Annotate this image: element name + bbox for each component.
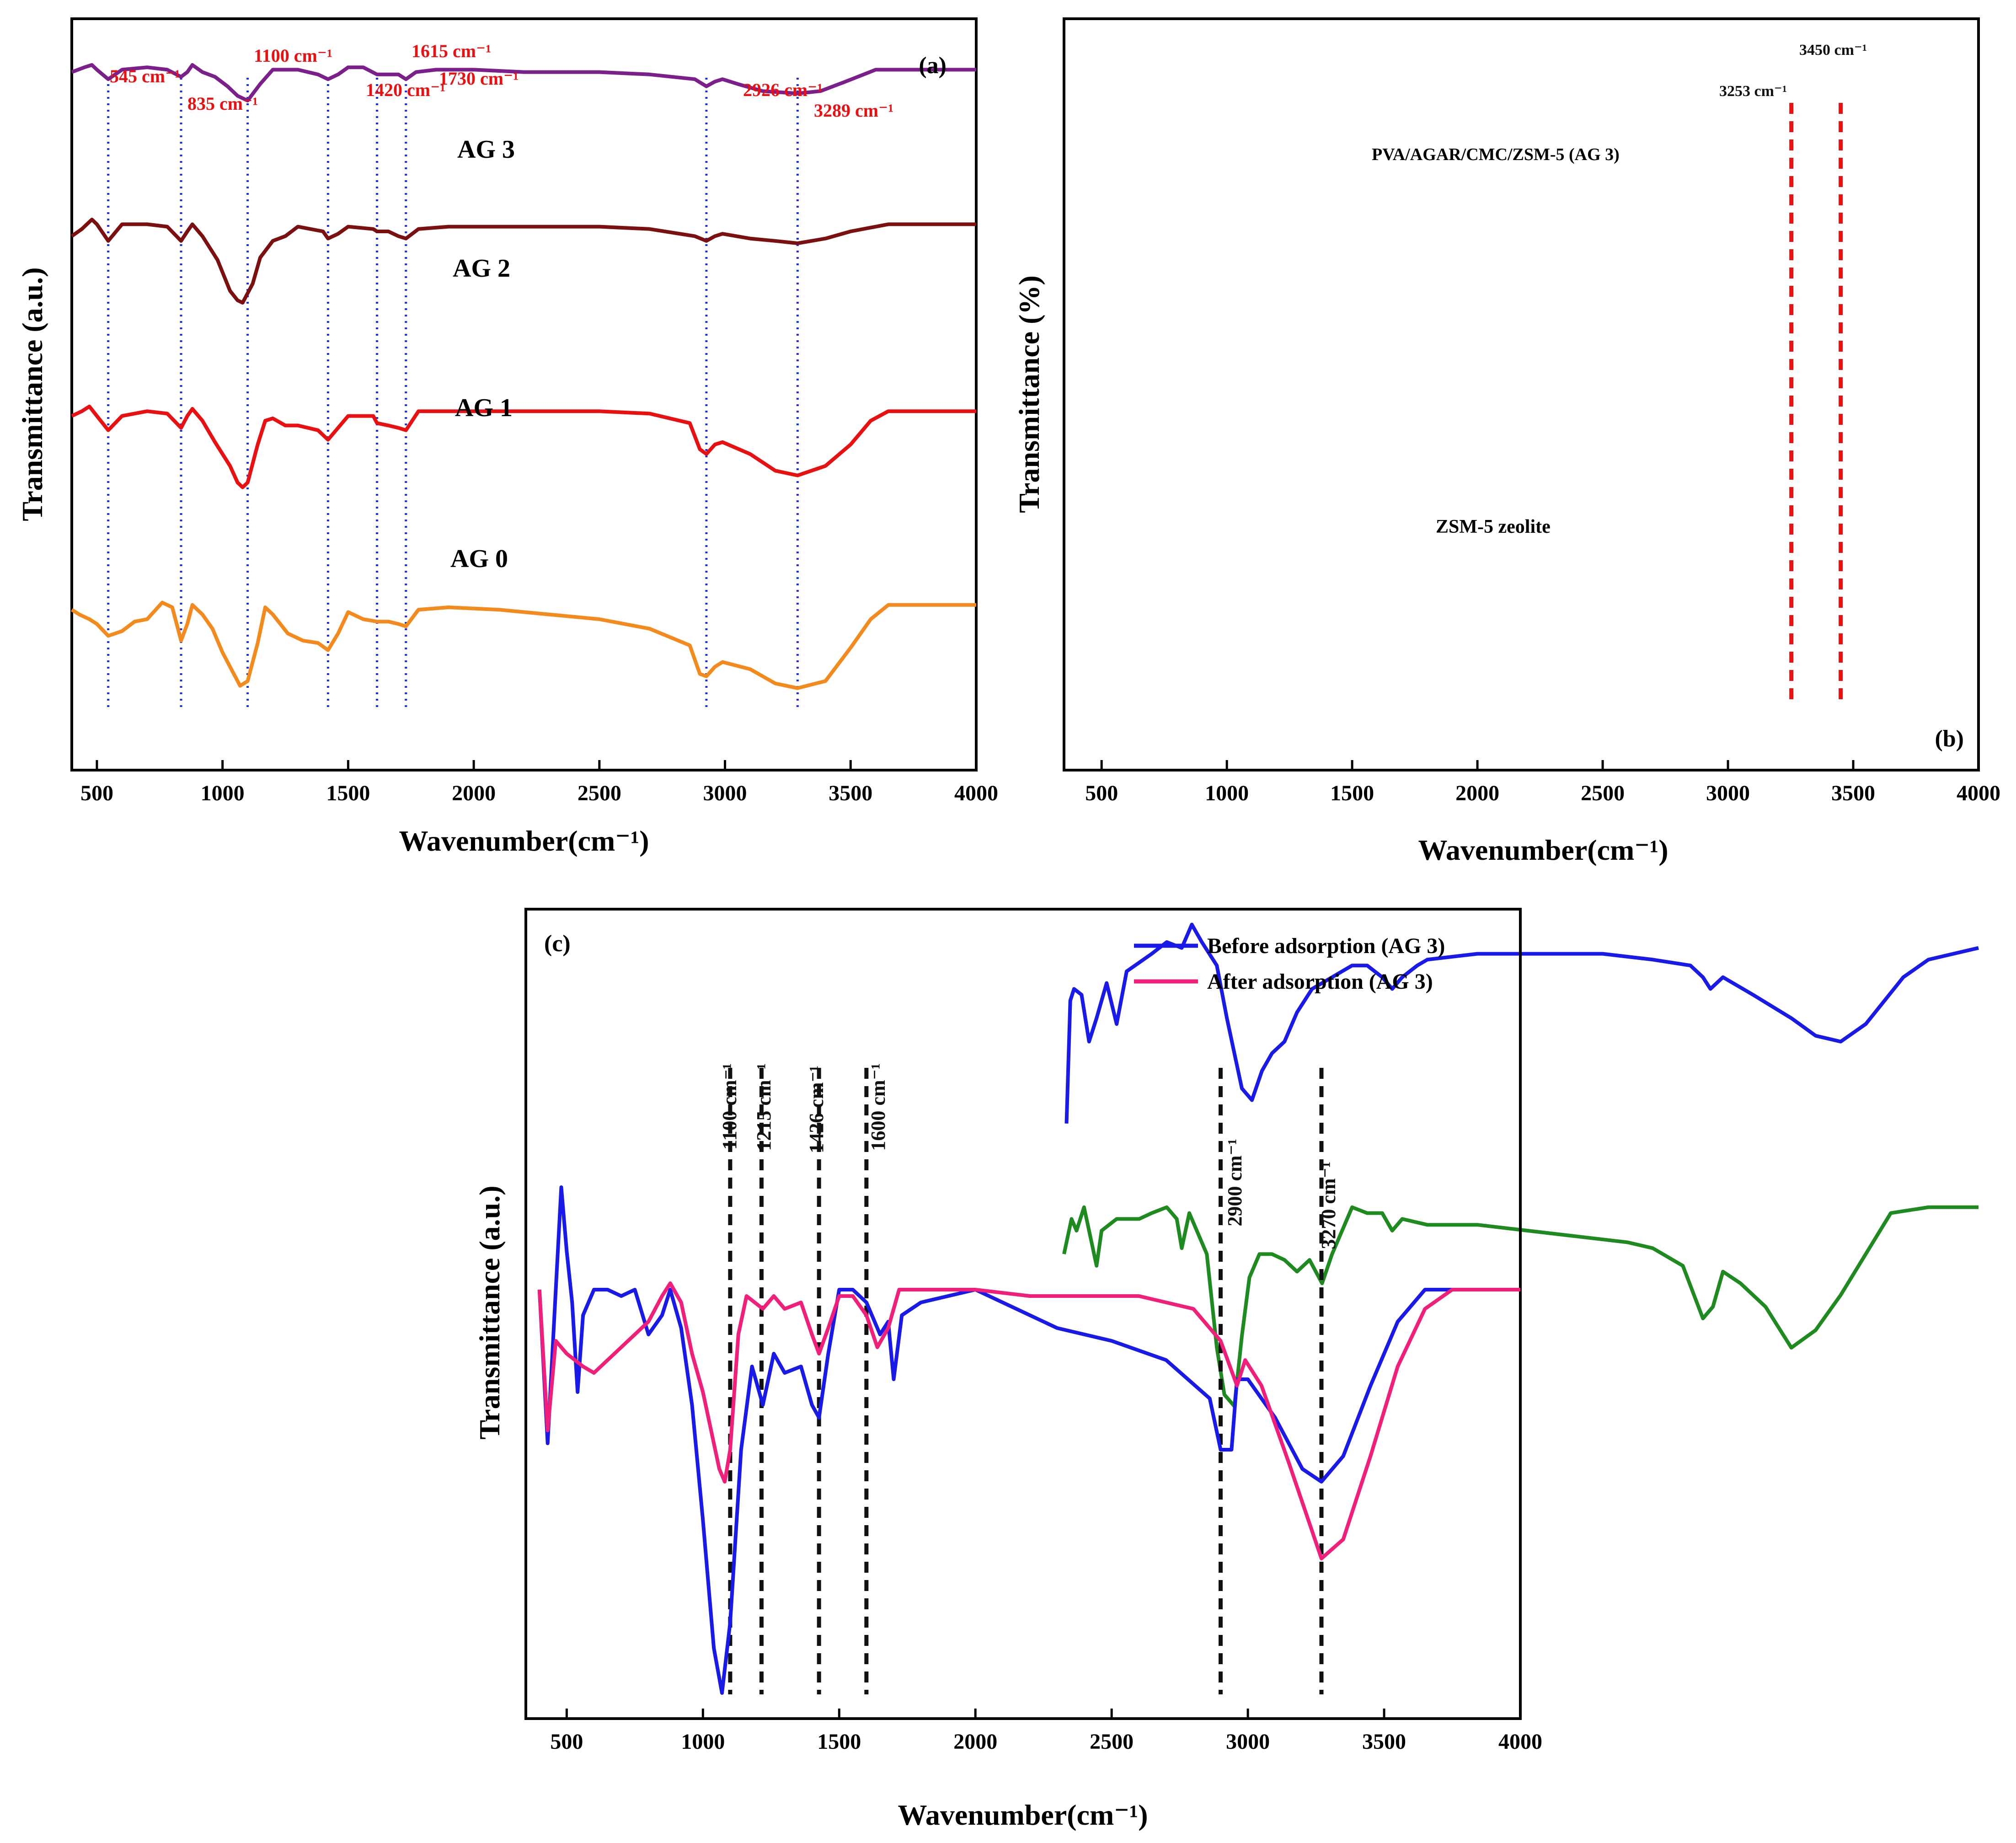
panel-a: 545 cm⁻¹ 835 cm⁻¹ 1100 cm⁻¹ 1420 cm⁻¹ 1615 c…	[16, 17, 998, 857]
panel-a-series-ag-2	[70, 218, 976, 305]
panel-c-ref-label-2900: 2900 cm⁻¹	[1224, 1139, 1246, 1227]
panel-c-x-tick-label-4000: 4000	[1498, 1730, 1542, 1754]
panel-b-x-tick-label-2000: 2000	[1455, 781, 1499, 805]
panel-a-reference-lines	[107, 78, 799, 709]
panel-a-x-ticks: 500 1000 1500 2000 2500 3000 3500 4000	[80, 760, 998, 805]
panel-a-series-label-ag2: AG 2	[453, 254, 510, 283]
legend-label-before: Before adsorption (AG 3)	[1207, 934, 1445, 958]
panel-c-ref-label-1215: 1215 cm⁻¹	[753, 1063, 775, 1151]
panel-b-x-tick-label-2500: 2500	[1581, 781, 1625, 805]
panel-c: 1100 cm⁻¹ 1215 cm⁻¹ 1426 cm⁻¹ 1600 cm⁻¹ 2900…	[473, 908, 1542, 1831]
panel-b-label: (b)	[1935, 726, 1964, 752]
panel-b-ref-labels: 3253 cm⁻¹ 3450 cm⁻¹	[1719, 42, 1867, 100]
panel-a-ref-labels: 545 cm⁻¹ 835 cm⁻¹ 1100 cm⁻¹ 1420 cm⁻¹ 1615 c…	[110, 41, 893, 121]
panel-c-y-axis-title: Transmittance (a.u.)	[473, 1185, 506, 1439]
panel-b-series-zsm-5-zeolite	[1064, 922, 1979, 1124]
panel-b-x-axis-title: Wavenumber(cm⁻¹)	[1418, 834, 1668, 866]
panel-a-ref-label-835: 835 cm⁻¹	[187, 93, 258, 114]
panel-b-x-ticks: 500 1000 1500 2000 2500 3000 3500 4000	[1085, 760, 2000, 805]
panel-b-ref-label-3450: 3450 cm⁻¹	[1799, 42, 1867, 59]
legend-label-after: After adsorption (AG 3)	[1207, 970, 1433, 994]
panel-a-ref-label-1420: 1420 cm⁻¹	[366, 80, 445, 100]
panel-c-label: (c)	[544, 931, 571, 957]
panel-a-x-tick-label-1500: 1500	[326, 781, 370, 805]
panel-c-x-tick-label-3500: 3500	[1362, 1730, 1406, 1754]
panel-b-x-tick-label-3500: 3500	[1831, 781, 1875, 805]
panel-c-series-after-adsorption-ag-3	[537, 1281, 1520, 1560]
panel-b-x-tick-label-3000: 3000	[1706, 781, 1750, 805]
panel-c-series	[537, 1185, 1520, 1695]
panel-c-x-tick-label-2500: 2500	[1090, 1730, 1134, 1754]
panel-a-ref-label-2926: 2926 cm⁻¹	[743, 80, 823, 100]
panel-a-y-axis-title: Transmittance (a.u.)	[16, 267, 48, 521]
panel-a-frame	[70, 17, 978, 771]
panel-b-series	[1062, 922, 1979, 1408]
panel-a-ref-label-545: 545 cm⁻¹	[110, 66, 180, 86]
panel-a-x-tick-label-2000: 2000	[452, 781, 496, 805]
panel-b-frame	[1063, 17, 1980, 771]
panel-a-ref-label-3289: 3289 cm⁻¹	[814, 100, 893, 121]
panel-a-series-label-ag0: AG 0	[450, 545, 508, 573]
panel-a-ref-label-1100: 1100 cm⁻¹	[254, 45, 332, 66]
panel-c-x-ticks: 500 1000 1500 2000 2500 3000 3500 4000	[550, 1709, 1542, 1754]
panel-b-ref-label-3253: 3253 cm⁻¹	[1719, 83, 1787, 100]
panel-c-x-tick-label-2000: 2000	[953, 1730, 997, 1754]
panel-c-ref-label-1100: 1100 cm⁻¹	[718, 1063, 741, 1150]
panel-c-x-axis-title: Wavenumber(cm⁻¹)	[898, 1799, 1148, 1831]
panel-a-series-label-ag3: AG 3	[457, 135, 515, 164]
panel-c-legend: Before adsorption (AG 3) After adsorptio…	[1134, 934, 1445, 994]
panel-a-ref-label-1615: 1615 cm⁻¹	[412, 41, 491, 61]
panel-b-series-label-composite: PVA/AGAR/CMC/ZSM-5 (AG 3)	[1372, 145, 1620, 164]
panel-b-x-tick-label-1000: 1000	[1205, 781, 1249, 805]
panel-c-ref-label-3270: 3270 cm⁻¹	[1317, 1162, 1340, 1249]
panel-a-x-tick-label-1000: 1000	[201, 781, 245, 805]
panel-a-series-ag-1	[71, 404, 976, 489]
panel-b-x-tick-label-4000: 4000	[1957, 781, 2000, 805]
panel-c-x-tick-label-3000: 3000	[1226, 1730, 1270, 1754]
panel-a-x-tick-label-3500: 3500	[829, 781, 872, 805]
panel-c-frame	[524, 908, 1522, 1720]
panel-c-series-before-adsorption-ag-3	[537, 1185, 1520, 1695]
panel-c-x-tick-label-1000: 1000	[681, 1730, 725, 1754]
panel-c-x-tick-label-500: 500	[550, 1730, 583, 1754]
panel-c-ref-label-1426: 1426 cm⁻¹	[805, 1066, 828, 1153]
panel-a-x-axis-title: Wavenumber(cm⁻¹)	[399, 825, 649, 857]
panel-c-ref-labels: 1100 cm⁻¹ 1215 cm⁻¹ 1426 cm⁻¹ 1600 cm⁻¹ 2900…	[718, 1063, 1340, 1249]
panel-a-series-ag-3	[71, 63, 976, 102]
panel-a-series	[70, 63, 976, 690]
panel-b-series-label-zeolite: ZSM-5 zeolite	[1436, 516, 1551, 537]
panel-c-ref-label-1600: 1600 cm⁻¹	[867, 1063, 889, 1151]
panel-b-series-pva-agar-cmc-zsm-5-ag-3	[1062, 1205, 1979, 1408]
panel-a-x-tick-label-3000: 3000	[703, 781, 747, 805]
panel-a-series-ag-0	[70, 600, 976, 690]
panel-a-x-tick-label-4000: 4000	[954, 781, 998, 805]
panel-c-x-tick-label-1500: 1500	[817, 1730, 861, 1754]
panel-b-x-tick-label-1500: 1500	[1330, 781, 1374, 805]
panel-b: 3253 cm⁻¹ 3450 cm⁻¹ 500 1000 1500 2000 2500 30…	[1013, 17, 2000, 1408]
panel-a-ref-label-1730: 1730 cm⁻¹	[439, 68, 519, 89]
panel-b-y-axis-title: Transmittance (%)	[1013, 275, 1045, 513]
panel-a-x-tick-label-2500: 2500	[578, 781, 621, 805]
panel-a-series-label-ag1: AG 1	[455, 394, 513, 422]
panel-a-x-tick-label-500: 500	[80, 781, 113, 805]
panel-c-reference-lines	[728, 1068, 1324, 1694]
panel-b-reference-lines	[1789, 103, 1843, 702]
panel-a-label: (a)	[919, 53, 947, 79]
panel-b-x-tick-label-500: 500	[1085, 781, 1118, 805]
